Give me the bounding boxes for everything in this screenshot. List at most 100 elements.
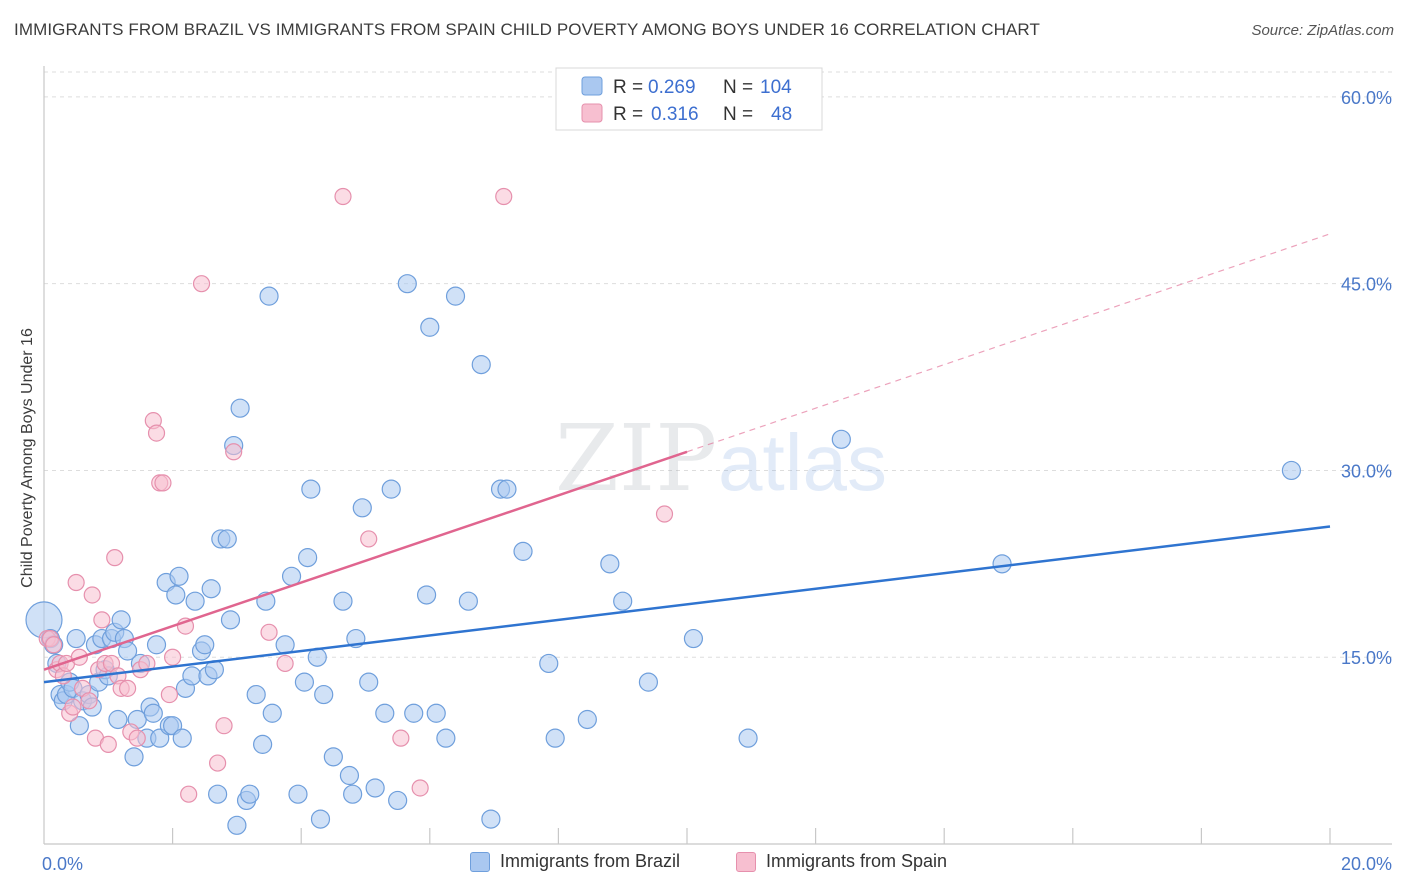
brazil-point bbox=[240, 784, 260, 804]
legend-n-value-spain: 48 bbox=[771, 104, 792, 125]
spain-point bbox=[260, 623, 278, 641]
spain-point bbox=[160, 685, 178, 704]
watermark: ZIP atlas bbox=[555, 405, 887, 512]
brazil-point bbox=[481, 809, 501, 829]
x-tick-max: 20.0% bbox=[1341, 854, 1392, 874]
brazil-point bbox=[397, 274, 417, 294]
brazil-point bbox=[301, 479, 321, 499]
brazil-point bbox=[288, 784, 308, 804]
brazil-point bbox=[445, 286, 466, 306]
bottom-legend-swatch-brazil bbox=[470, 851, 490, 872]
brazil-point bbox=[458, 591, 478, 611]
brazil-point bbox=[314, 684, 334, 705]
spain-point bbox=[164, 648, 182, 666]
brazil-point bbox=[359, 672, 379, 692]
axes bbox=[43, 66, 1392, 845]
spain-point bbox=[154, 474, 172, 492]
legend-swatch-spain bbox=[581, 103, 603, 123]
spain-point bbox=[83, 586, 101, 604]
brazil-point bbox=[185, 591, 205, 611]
brazil-point bbox=[108, 709, 128, 730]
brazil-point bbox=[381, 479, 401, 499]
brazil-point bbox=[146, 635, 167, 655]
spain-point bbox=[192, 275, 211, 293]
brazil-point bbox=[323, 747, 343, 767]
brazil-point bbox=[426, 703, 446, 723]
brazil-point bbox=[388, 790, 408, 811]
brazil-point bbox=[253, 734, 273, 754]
brazil-point bbox=[613, 591, 633, 611]
stats-legend: R = 0.269 N = 104 R = 0.316 N = 48 bbox=[555, 67, 823, 131]
brazil-point bbox=[339, 765, 360, 786]
spain-point bbox=[334, 187, 352, 206]
brazil-point bbox=[259, 286, 279, 306]
spain-point bbox=[225, 443, 243, 461]
brazil-point bbox=[600, 554, 620, 574]
brazil-point bbox=[208, 784, 228, 804]
brazil-point bbox=[577, 709, 597, 730]
x-tick-min: 0.0% bbox=[42, 854, 83, 874]
y-tick-45: 45.0% bbox=[1341, 275, 1392, 295]
spain-point bbox=[276, 654, 294, 673]
brazil-point bbox=[201, 579, 221, 599]
brazil-point bbox=[169, 566, 189, 586]
watermark-atlas: atlas bbox=[718, 418, 887, 507]
watermark-zip: ZIP bbox=[555, 405, 717, 512]
brazil-point bbox=[539, 653, 559, 674]
y-tick-15: 15.0% bbox=[1341, 648, 1392, 668]
spain-trend-extension bbox=[686, 233, 1331, 453]
brazil-trend-line bbox=[43, 525, 1331, 684]
spain-trend-line bbox=[43, 450, 688, 671]
bottom-legend-swatch-spain bbox=[736, 851, 756, 872]
brazil-point bbox=[416, 585, 437, 605]
brazil-point bbox=[230, 398, 250, 418]
spain-point bbox=[180, 785, 198, 803]
brazil-point bbox=[471, 355, 491, 375]
spain-point bbox=[118, 679, 137, 697]
spain-point bbox=[138, 654, 156, 673]
bottom-legend-spain[interactable]: Immigrants from Spain bbox=[736, 851, 947, 872]
y-tick-60: 60.0% bbox=[1341, 88, 1392, 108]
legend-r-value-spain: 0.316 bbox=[651, 104, 699, 125]
brazil-point bbox=[220, 610, 241, 630]
brazil-point bbox=[992, 554, 1012, 574]
brazil-point bbox=[294, 672, 315, 692]
spain-point bbox=[106, 549, 124, 567]
legend-r-value-brazil: 0.269 bbox=[648, 77, 696, 98]
brazil-points bbox=[25, 274, 1302, 835]
brazil-point bbox=[172, 728, 192, 748]
spain-point bbox=[360, 530, 378, 548]
brazil-point bbox=[333, 591, 353, 611]
brazil-point bbox=[182, 666, 202, 686]
brazil-point bbox=[375, 703, 395, 723]
brazil-point bbox=[66, 628, 86, 649]
spain-point bbox=[655, 505, 674, 523]
legend-r-label-brazil: R = bbox=[613, 77, 643, 98]
spain-point bbox=[215, 717, 233, 735]
brazil-point bbox=[497, 479, 517, 499]
bottom-legend-label-spain: Immigrants from Spain bbox=[766, 851, 948, 871]
y-tick-labels: 15.0% 30.0% 45.0% 60.0% bbox=[1341, 88, 1392, 668]
spain-point bbox=[128, 729, 146, 747]
legend-n-value-brazil: 104 bbox=[760, 77, 792, 98]
brazil-point bbox=[1281, 460, 1302, 481]
brazil-point bbox=[420, 317, 440, 337]
brazil-point bbox=[683, 628, 704, 649]
brazil-point bbox=[69, 716, 89, 736]
brazil-point bbox=[545, 728, 565, 748]
brazil-point bbox=[738, 728, 758, 748]
brazil-point bbox=[124, 747, 144, 767]
brazil-point bbox=[352, 498, 372, 518]
source-credit: Source: ZipAtlas.com bbox=[1251, 22, 1394, 39]
brazil-point bbox=[638, 672, 659, 692]
spain-point bbox=[392, 729, 410, 747]
bottom-legend-brazil[interactable]: Immigrants from Brazil bbox=[470, 851, 680, 872]
brazil-point bbox=[195, 635, 215, 655]
brazil-point bbox=[143, 703, 163, 723]
legend-n-label-brazil: N = bbox=[723, 77, 753, 98]
spain-point bbox=[99, 735, 117, 753]
brazil-point bbox=[365, 778, 385, 798]
gridlines bbox=[44, 71, 1392, 658]
brazil-point bbox=[166, 585, 186, 605]
